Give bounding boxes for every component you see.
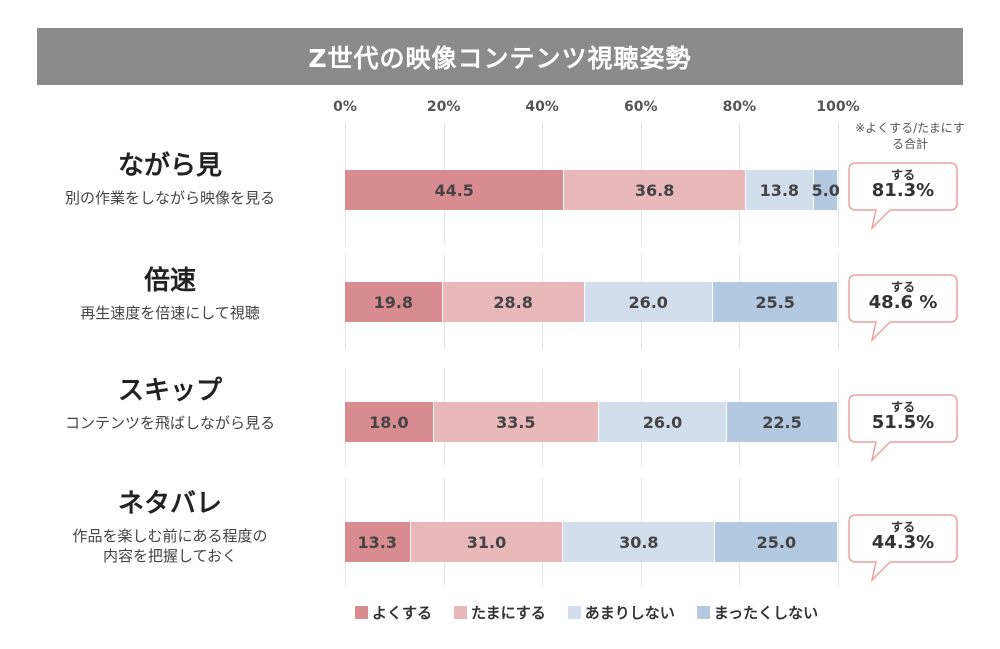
data-label: 31.0 xyxy=(466,532,507,552)
category-description: 再生速度を倍速にして視聴 xyxy=(20,303,320,323)
callout-head: する xyxy=(890,520,915,534)
category-description-line: コンテンツを飛ばしながら見る xyxy=(64,414,275,432)
callout-value: 51.5% xyxy=(871,412,935,433)
data-label: 33.5 xyxy=(496,412,536,432)
category-description-line: 別の作業をしながら映像を見る xyxy=(64,189,275,207)
sum-callout: する 44.3% xyxy=(848,514,958,584)
category-label: 倍速再生速度を倍速にして視聴 xyxy=(20,260,320,323)
legend-label: よくする xyxy=(372,604,433,622)
data-label: 13.8 xyxy=(759,180,800,200)
callout-head: する xyxy=(890,168,915,182)
legend-item: まったくしない xyxy=(696,602,819,623)
bar-segment-たまにする: 28.8 xyxy=(442,282,585,322)
bar-segment-あまりしない: 26.0 xyxy=(598,402,728,442)
legend-swatch xyxy=(567,606,581,619)
category-title: スキップ xyxy=(117,376,222,406)
legend-label: あまりしない xyxy=(584,604,675,622)
bar-segment-よくする: 44.5 xyxy=(345,170,565,210)
category-description-line: 作品を楽しむ前にある程度の xyxy=(72,527,268,545)
callout-note: ※よくする/たまにする合計 xyxy=(855,121,965,151)
legend-item: あまりしない xyxy=(567,602,675,623)
category-label: ながら見別の作業をしながら映像を見る xyxy=(20,145,320,208)
x-tick-label: 80% xyxy=(722,99,757,115)
bar-segment-あまりしない: 30.8 xyxy=(563,522,716,562)
callout-bubble xyxy=(848,394,958,463)
legend-item: たまにする xyxy=(454,602,546,623)
category-description-line: 再生速度を倍速にして視聴 xyxy=(80,304,260,322)
sum-callout: する 81.3% xyxy=(848,162,958,232)
x-tick-label: 40% xyxy=(525,99,559,115)
bar-segment-あまりしない: 26.0 xyxy=(584,282,713,322)
gridline xyxy=(838,478,839,585)
callout-head: する xyxy=(890,280,915,294)
category-description: 作品を楽しむ前にある程度の 内容を把握しておく xyxy=(20,526,320,566)
category-label: ネタバレ作品を楽しむ前にある程度の 内容を把握しておく xyxy=(20,483,320,566)
legend: よくする たまにする あまりしない まったくしない xyxy=(355,602,818,623)
callout-value: 44.3% xyxy=(871,532,935,553)
category-label: スキップコンテンツを飛ばしながら見る xyxy=(20,370,320,433)
data-label: 22.5 xyxy=(762,412,802,432)
gridline xyxy=(838,122,839,245)
callout-value: 48.6 % xyxy=(868,292,938,313)
gridline xyxy=(838,255,839,350)
legend-swatch xyxy=(355,606,368,619)
legend-swatch xyxy=(454,606,468,619)
category-description: 別の作業をしながら映像を見る xyxy=(20,188,320,208)
bar-segment-まったくしない: 25.5 xyxy=(712,282,839,322)
data-label: 26.0 xyxy=(642,412,683,432)
x-tick-label: 100% xyxy=(816,99,860,115)
chart-title: Z世代の映像コンテンツ視聴姿勢 xyxy=(37,28,963,85)
bar-segment-まったくしない: 25.0 xyxy=(715,522,839,562)
callout-value: 81.3% xyxy=(871,180,935,201)
data-label: 18.0 xyxy=(369,412,409,432)
callout-head: する xyxy=(890,400,915,414)
bar-segment-たまにする: 36.8 xyxy=(564,170,746,210)
callout-bubble xyxy=(848,162,958,231)
bar-segment-まったくしない: 5.0 xyxy=(811,170,840,210)
bar-segment-まったくしない: 22.5 xyxy=(727,402,838,442)
data-label: 44.5 xyxy=(434,180,474,200)
data-label: 5.0 xyxy=(811,180,840,200)
callout-bubble xyxy=(848,274,958,343)
legend-item: よくする xyxy=(355,602,432,623)
legend-label: たまにする xyxy=(471,604,546,622)
x-tick-label: 20% xyxy=(426,99,461,115)
legend-swatch xyxy=(696,606,710,619)
bar-segment-よくする: 18.0 xyxy=(345,402,434,442)
data-label: 19.8 xyxy=(373,292,414,312)
data-label: 25.0 xyxy=(756,532,797,552)
data-label: 30.8 xyxy=(619,532,659,552)
category-title: ながら見 xyxy=(117,151,222,181)
gridline xyxy=(838,368,839,465)
bar-segment-よくする: 13.3 xyxy=(345,522,411,562)
data-label: 25.5 xyxy=(755,292,795,312)
data-label: 13.3 xyxy=(357,532,398,552)
category-description: コンテンツを飛ばしながら見る xyxy=(20,413,320,433)
callout-bubble xyxy=(848,514,958,583)
bar-segment-あまりしない: 13.8 xyxy=(745,170,814,210)
bar-segment-たまにする: 33.5 xyxy=(433,402,599,442)
x-tick-label: 0% xyxy=(333,99,357,115)
bar-segment-たまにする: 31.0 xyxy=(410,522,564,562)
legend-label: まったくしない xyxy=(713,604,819,622)
category-description-line: 内容を把握しておく xyxy=(102,547,238,565)
x-tick-label: 60% xyxy=(624,99,658,115)
data-label: 36.8 xyxy=(634,180,675,200)
sum-callout: する 48.6 % xyxy=(848,274,958,344)
bar-segment-よくする: 19.8 xyxy=(345,282,443,322)
sum-callout: する 51.5% xyxy=(848,394,958,464)
data-label: 28.8 xyxy=(493,292,533,312)
category-title: 倍速 xyxy=(143,266,196,296)
category-title: ネタバレ xyxy=(117,489,222,519)
data-label: 26.0 xyxy=(628,292,668,312)
